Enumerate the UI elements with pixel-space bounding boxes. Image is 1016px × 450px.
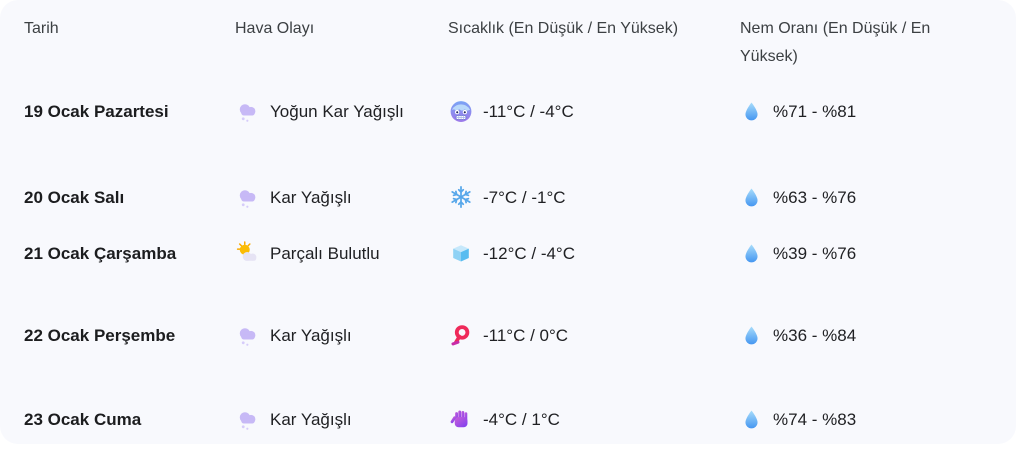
weather-label: Kar Yağışlı [270,410,352,429]
column-header-hava-olayi: Hava Olayı [235,20,315,37]
droplet-icon [740,324,763,347]
droplet-icon [740,242,763,265]
scarf-icon [448,322,474,348]
snowflake-icon [448,184,474,210]
sun-behind-cloud-icon [235,240,261,266]
cold-face-icon [448,98,474,124]
weather-cell: Kar Yağışlı [235,170,448,226]
column-header-tarih: Tarih [24,20,59,37]
date-cell: 22 Ocak Perşembe [24,326,176,345]
weather-cell: Parçalı Bulutlu [235,226,448,308]
date-cell: 21 Ocak Çarşamba [24,244,177,263]
weather-cell: Yoğun Kar Yağışlı [235,84,448,170]
column-header-nem-orani: Nem Oranı (En Düşük / En Yüksek) [740,20,931,65]
column-header-sicaklik: Sıcaklık (En Düşük / En Yüksek) [448,20,679,37]
weather-cell: Kar Yağışlı [235,392,448,444]
temperature-value: -7°C / -1°C [483,188,566,207]
droplet-icon [740,186,763,209]
temperature-value: -11°C / -4°C [483,102,574,121]
humidity-value: %74 - %83 [773,410,857,429]
weather-label: Kar Yağışlı [270,188,352,207]
gloves-icon [448,406,474,432]
temperature-value: -4°C / 1°C [483,410,560,429]
droplet-icon [740,100,763,123]
temperature-cell: -7°C / -1°C [448,170,740,226]
date-cell: 23 Ocak Cuma [24,410,142,429]
weather-cell: Kar Yağışlı [235,308,448,392]
humidity-value: %39 - %76 [773,244,857,263]
humidity-cell: %63 - %76 [740,170,996,226]
humidity-value: %63 - %76 [773,188,857,207]
droplet-icon [740,408,763,431]
weather-label: Yoğun Kar Yağışlı [270,102,404,121]
humidity-cell: %39 - %76 [740,226,996,308]
humidity-value: %71 - %81 [773,102,857,121]
weather-label: Parçalı Bulutlu [270,244,380,263]
temperature-value: -12°C / -4°C [483,244,576,263]
ice-cube-icon [448,240,474,266]
snow-cloud-icon [235,98,261,124]
date-cell: 19 Ocak Pazartesi [24,102,169,121]
snow-cloud-icon [235,406,261,432]
weather-label: Kar Yağışlı [270,326,352,345]
temperature-cell: -11°C / 0°C [448,308,740,392]
snow-cloud-icon [235,184,261,210]
temperature-cell: -4°C / 1°C [448,392,740,444]
humidity-cell: %71 - %81 [740,84,996,170]
temperature-cell: -12°C / -4°C [448,226,740,308]
snow-cloud-icon [235,322,261,348]
humidity-value: %36 - %84 [773,326,857,345]
date-cell: 20 Ocak Salı [24,188,125,207]
temperature-cell: -11°C / -4°C [448,84,740,170]
temperature-value: -11°C / 0°C [483,326,569,345]
humidity-cell: %74 - %83 [740,392,996,444]
humidity-cell: %36 - %84 [740,308,996,392]
